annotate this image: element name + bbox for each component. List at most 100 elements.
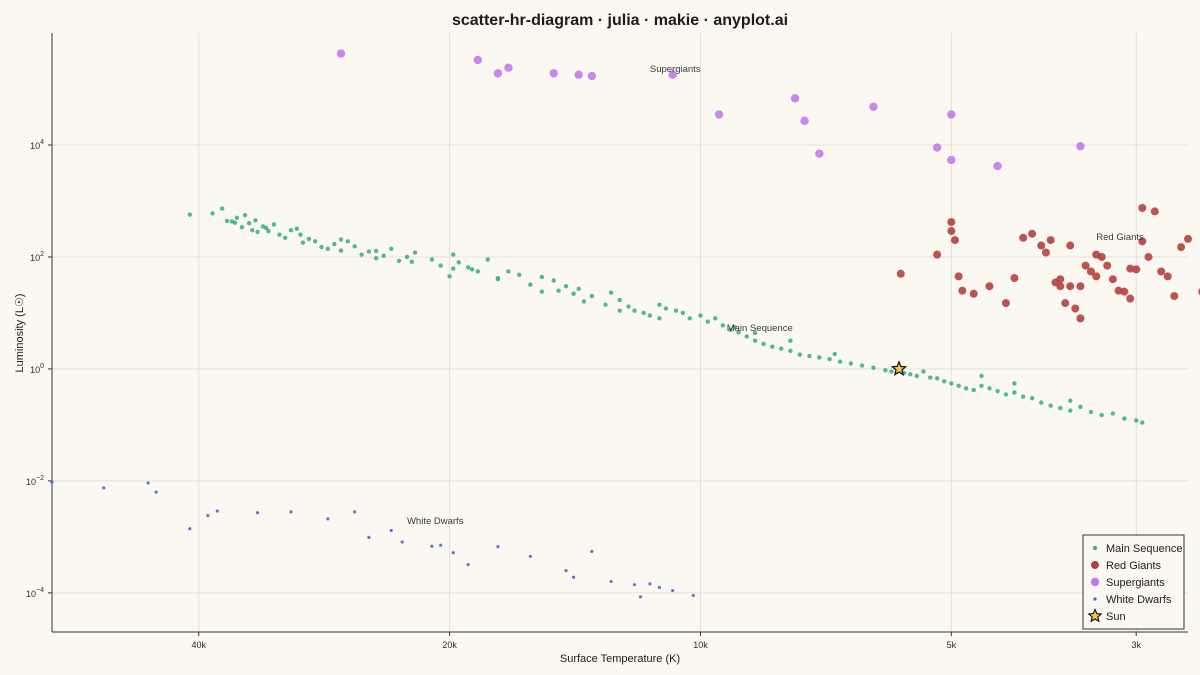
white-dwarfs-point	[451, 551, 455, 555]
red-giants-point	[1126, 264, 1135, 273]
main-sequence-point	[187, 212, 193, 217]
main-sequence-point	[1134, 418, 1139, 423]
white-dwarfs-point	[255, 511, 260, 515]
main-sequence-point	[409, 259, 415, 264]
legend-supergiants-label: Supergiants	[1106, 577, 1165, 589]
main-sequence-point	[456, 260, 461, 265]
main-sequence-point	[779, 346, 784, 351]
main-sequence-point	[626, 304, 631, 309]
main-sequence-point	[657, 302, 662, 307]
white-dwarfs-point	[590, 549, 594, 554]
main-sequence-point	[1140, 420, 1145, 425]
region-annotations: Supergiants Red Giants Main Sequence White …	[407, 64, 1144, 527]
main-sequence-point	[373, 255, 379, 261]
x-tick-label: 3k	[1131, 640, 1141, 650]
main-sequence-point	[298, 232, 303, 237]
red-giants-point	[1177, 243, 1186, 252]
main-sequence-point	[770, 344, 775, 349]
x-tick-label: 40k	[191, 640, 206, 650]
main-sequence-point	[239, 224, 245, 230]
main-sequence-point	[359, 252, 364, 257]
main-sequence-annotation: Main Sequence	[727, 323, 793, 334]
white-dwarfs-point	[691, 593, 695, 598]
main-sequence-point	[381, 253, 386, 258]
main-sequence-point	[987, 386, 992, 391]
main-sequence-point	[563, 284, 569, 289]
x-tick-label: 10k	[693, 640, 708, 650]
legend-supergiants-marker	[1090, 577, 1100, 587]
red-giants-point	[1046, 236, 1055, 245]
x-axis-ticks: 40k 20k 10k 5k 3k	[191, 632, 1141, 650]
main-sequence-point	[429, 257, 435, 262]
main-sequence-point	[1068, 408, 1073, 413]
main-sequence-point	[1058, 405, 1063, 411]
main-sequence-point	[263, 225, 269, 231]
main-sequence-point	[949, 381, 954, 386]
main-sequence-point	[242, 212, 248, 218]
main-sequence-point	[827, 356, 832, 362]
main-sequence-point	[752, 338, 758, 343]
red-giants-annotation: Red Giants	[1096, 232, 1144, 243]
main-sequence-point	[246, 221, 252, 226]
white-dwarfs-point	[609, 579, 613, 584]
x-axis-label: Surface Temperature (K)	[560, 653, 680, 665]
white-dwarfs-series	[50, 480, 695, 599]
y-tick-label: 100	[30, 363, 44, 375]
main-sequence-point	[288, 228, 294, 233]
main-sequence-point	[713, 316, 718, 321]
supergiants-point	[993, 161, 1002, 171]
grid-lines	[52, 33, 1188, 632]
supergiants-point	[493, 69, 503, 78]
white-dwarfs-point	[102, 486, 106, 490]
main-sequence-point	[871, 365, 876, 370]
main-sequence-point	[963, 386, 969, 391]
red-giants-point	[1037, 241, 1046, 250]
red-giants-point	[1138, 203, 1147, 212]
main-sequence-point	[1012, 381, 1017, 386]
white-dwarfs-point	[528, 554, 532, 558]
main-sequence-point	[698, 313, 703, 318]
main-sequence-point	[576, 286, 581, 291]
red-giants-point	[1028, 229, 1037, 238]
red-giants-point	[1120, 287, 1129, 296]
red-giants-point	[1163, 272, 1172, 281]
supergiants-point	[336, 49, 346, 58]
main-sequence-point	[914, 373, 920, 379]
supergiants-point	[1076, 142, 1085, 151]
supergiants-point	[800, 116, 809, 126]
red-giants-point	[1076, 314, 1085, 323]
red-giants-point	[1066, 282, 1075, 291]
red-giants-point	[1001, 299, 1010, 308]
supergiants-point	[714, 110, 724, 119]
supergiants-point	[790, 94, 800, 103]
main-sequence-point	[277, 232, 282, 237]
main-sequence-point	[971, 387, 976, 393]
legend-white-dwarfs-label: White Dwarfs	[1106, 594, 1172, 606]
main-sequence-point	[848, 361, 854, 366]
main-sequence-point	[1003, 392, 1009, 397]
main-sequence-point	[465, 265, 471, 270]
main-sequence-point	[608, 290, 614, 295]
main-sequence-point	[1078, 404, 1083, 410]
white-dwarfs-point	[671, 588, 675, 593]
main-sequence-point	[528, 282, 533, 287]
main-sequence-point	[366, 249, 372, 254]
main-sequence-point	[571, 291, 576, 296]
main-sequence-point	[219, 206, 225, 211]
axes	[51, 33, 1188, 633]
main-sequence-point	[941, 379, 947, 384]
main-sequence-point	[485, 257, 490, 262]
main-sequence-point	[312, 239, 318, 244]
main-sequence-point	[283, 235, 288, 240]
red-giants-point	[950, 236, 959, 245]
main-sequence-point	[224, 218, 230, 224]
main-sequence-point	[632, 308, 637, 313]
main-sequence-point	[673, 308, 679, 313]
main-sequence-point	[1020, 394, 1026, 399]
main-sequence-point	[680, 310, 686, 316]
red-giants-point	[1056, 275, 1065, 284]
main-sequence-point	[1039, 400, 1044, 405]
main-sequence-point	[788, 338, 793, 343]
red-giants-point	[958, 286, 967, 295]
